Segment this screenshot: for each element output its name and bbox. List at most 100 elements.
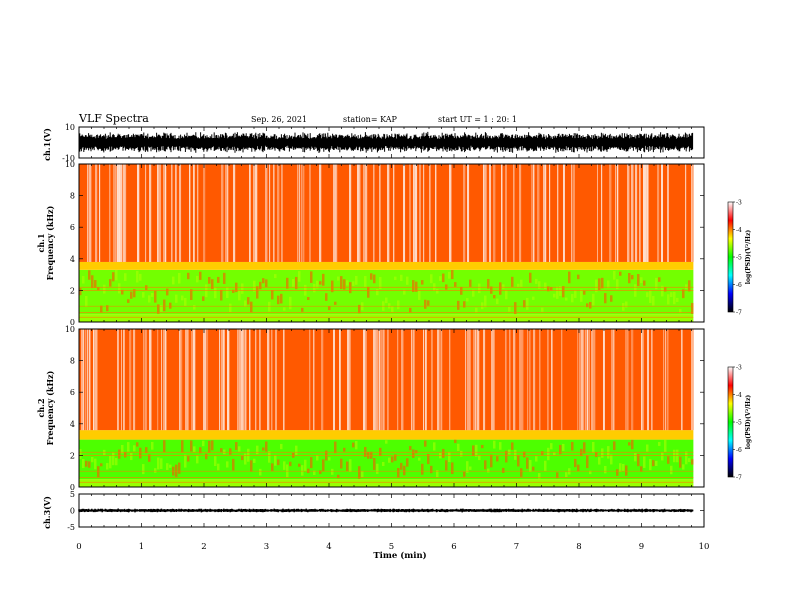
speckle-stripe [587, 329, 589, 431]
waveform-trace [78, 131, 694, 153]
speckle-patch [451, 270, 454, 280]
speckle-patch [259, 281, 262, 290]
speckle-patch [523, 451, 526, 458]
speckle-patch [193, 305, 196, 310]
speckle-stripe [491, 329, 494, 431]
speckle-patch [265, 279, 268, 288]
speckle-stripe [259, 329, 261, 431]
speckle-stripe [133, 329, 136, 431]
speckle-patch [562, 443, 565, 451]
speckle-stripe [203, 164, 206, 262]
speckle-patch [403, 465, 406, 476]
speckle-patch [211, 279, 214, 290]
speckle-stripe [333, 329, 335, 431]
speckle-stripe [625, 329, 628, 431]
speckle-patch [301, 465, 304, 476]
speckle-patch [139, 447, 142, 459]
speckle-stripe [597, 164, 599, 262]
speckle-patch [559, 286, 562, 296]
speckle-patch [115, 269, 118, 281]
figure-title: VLF Spectra [78, 112, 149, 125]
speckle-stripe [349, 164, 352, 262]
speckle-patch [295, 276, 298, 290]
speckle-stripe [543, 164, 546, 262]
speckle-stripe [647, 164, 649, 262]
speckle-patch [265, 441, 268, 452]
speckle-stripe [301, 164, 303, 262]
speckle-patch [685, 284, 688, 289]
speckle-patch [175, 294, 178, 303]
speckle-patch [583, 442, 586, 454]
speckle-stripe [189, 164, 191, 262]
speckle-patch [214, 456, 217, 467]
speckle-stripe [175, 164, 177, 262]
speckle-patch [220, 289, 223, 301]
ch1-colorbar: -3 -4 -5 -6 -7 log(PSD)(V²/Hz) [727, 200, 752, 317]
speckle-patch [601, 277, 604, 289]
speckle-patch [331, 468, 334, 475]
speckle-patch [160, 458, 163, 469]
y-tick-label: -5 [67, 523, 75, 532]
y-tick-label: 2 [70, 451, 75, 460]
speckle-patch [184, 297, 187, 307]
speckle-patch [385, 297, 388, 304]
y-tick-label: 0 [70, 483, 75, 492]
speckle-stripe [137, 164, 140, 262]
speckle-patch [418, 457, 421, 461]
speckle-stripe [651, 329, 653, 431]
speckle-patch [94, 280, 97, 288]
speckle-patch [154, 468, 157, 473]
speckle-stripe [435, 164, 437, 262]
speckle-patch [514, 302, 517, 315]
speckle-patch [460, 450, 463, 457]
speckle-patch [613, 270, 616, 280]
speckle-stripe [299, 164, 301, 262]
speckle-stripe [99, 164, 101, 262]
speckle-stripe [639, 164, 641, 262]
speckle-patch [274, 455, 277, 466]
speckle-patch [535, 456, 538, 462]
speckle-stripe [549, 164, 551, 262]
speckle-patch [172, 276, 175, 285]
speckle-patch [97, 287, 100, 291]
speckle-patch [427, 453, 430, 465]
speckle-stripe [379, 329, 381, 431]
colorbar-tick-label: -3 [736, 200, 742, 207]
speckle-stripe [615, 164, 617, 262]
speckle-patch [574, 458, 577, 468]
speckle-patch [502, 467, 505, 473]
speckle-stripe [441, 329, 443, 431]
x-tick-label: 8 [576, 542, 581, 552]
speckle-patch [109, 279, 112, 287]
speckle-patch [481, 444, 484, 449]
speckle-patch [355, 275, 358, 285]
speckle-stripe [505, 164, 508, 262]
speckle-patch [454, 282, 457, 287]
speckle-stripe [83, 329, 85, 431]
speckle-stripe [349, 329, 351, 431]
speckle-stripe [335, 164, 338, 262]
speckle-patch [547, 447, 550, 461]
speckle-stripe [267, 329, 270, 431]
speckle-patch [658, 442, 661, 446]
y-tick-label: 10 [65, 160, 75, 169]
speckle-stripe [245, 329, 247, 431]
speckle-patch [133, 289, 136, 298]
colorbar-scale [727, 201, 734, 313]
speckle-stripe [415, 164, 418, 262]
speckle-stripe [533, 329, 536, 431]
speckle-patch [496, 456, 499, 462]
speckle-patch [388, 457, 391, 463]
speckle-stripe [423, 329, 425, 431]
speckle-patch [592, 293, 595, 306]
speckle-stripe [125, 164, 127, 262]
speckle-stripe [255, 329, 257, 431]
spectral-band [79, 261, 694, 270]
speckle-patch [91, 275, 94, 289]
speckle-patch [271, 290, 274, 300]
speckle-stripe [197, 164, 199, 262]
speckle-stripe [115, 164, 118, 262]
waveform-trace [78, 508, 694, 513]
speckle-patch [679, 456, 682, 468]
